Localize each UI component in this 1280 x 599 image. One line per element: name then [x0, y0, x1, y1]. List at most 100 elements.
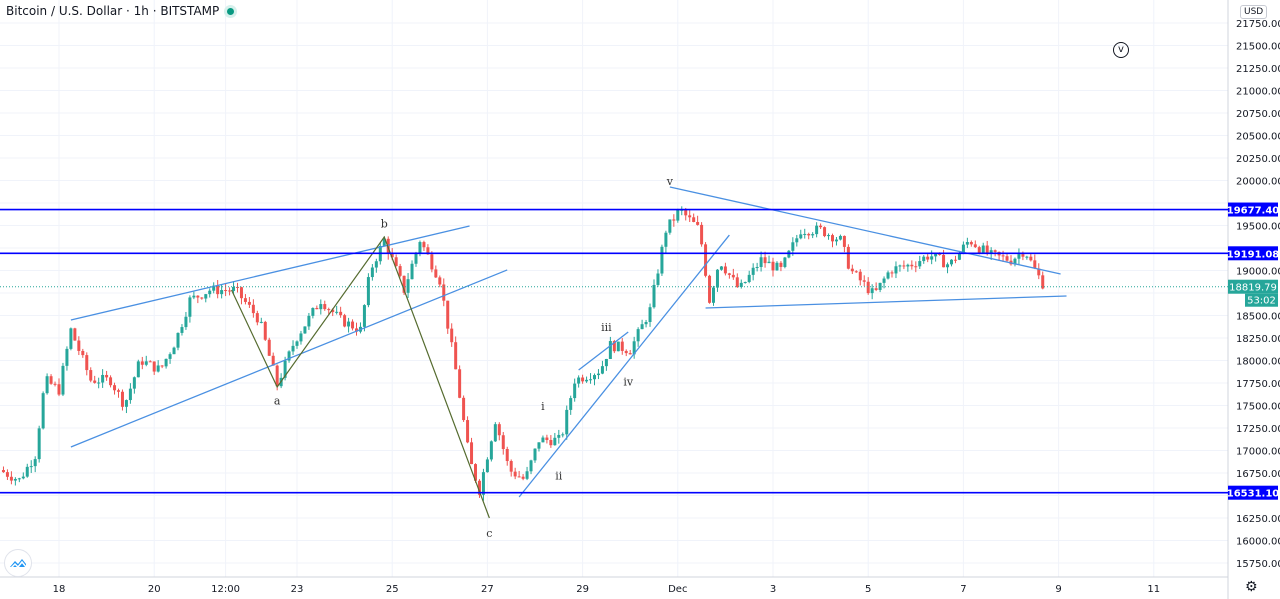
candle-body — [1021, 254, 1025, 257]
candle-body — [485, 459, 489, 473]
time-tick-label: 12:00 — [211, 584, 240, 595]
price-tick-label: 17000.00 — [1236, 447, 1280, 458]
candle-body — [950, 259, 953, 265]
candle-body — [953, 259, 957, 261]
candle-body — [402, 275, 406, 293]
candle-body — [156, 365, 160, 372]
candle-body — [965, 242, 969, 245]
candle-body — [259, 321, 263, 323]
candle-body — [660, 246, 664, 274]
trend-line[interactable] — [669, 186, 1061, 275]
candle-body — [890, 272, 894, 274]
candle-body — [73, 328, 77, 341]
candle-body — [152, 361, 156, 372]
gear-icon[interactable]: ⚙ — [1245, 579, 1258, 595]
wave-label: b — [381, 217, 388, 230]
candle-body — [65, 348, 69, 366]
candle-body — [751, 267, 755, 275]
candle-body — [33, 459, 37, 467]
tradingview-logo-icon[interactable] — [4, 549, 32, 577]
candle-body — [688, 215, 692, 218]
time-tick-label: 7 — [960, 584, 966, 595]
candle-body — [45, 376, 49, 394]
candle-body — [795, 238, 799, 243]
trend-line[interactable] — [578, 331, 629, 371]
candle-body — [755, 267, 759, 269]
candle-body — [922, 256, 926, 262]
wave-label: a — [274, 395, 281, 408]
elliott-wave-path[interactable] — [231, 235, 490, 519]
price-tick-label: 17500.00 — [1236, 402, 1280, 413]
candle-body — [604, 358, 608, 367]
candle-body — [25, 466, 29, 477]
candle-body — [29, 466, 33, 468]
candle-body — [474, 464, 477, 481]
candle-body — [775, 262, 779, 271]
candle-body — [640, 324, 644, 330]
wave-label: v — [666, 175, 674, 188]
candle-body — [549, 440, 553, 446]
candle-body — [287, 351, 291, 361]
price-tick-label: 20000.00 — [1236, 177, 1280, 188]
candle-body — [1017, 254, 1021, 259]
candle-body — [819, 225, 823, 228]
candle-body — [854, 271, 858, 273]
candle-body — [136, 361, 140, 378]
candle-body — [731, 274, 735, 278]
trend-line[interactable] — [705, 295, 1067, 309]
trend-line[interactable] — [70, 269, 508, 448]
price-tick-label: 16250.00 — [1236, 514, 1280, 525]
candle-body — [331, 309, 335, 313]
time-tick-label: 11 — [1147, 584, 1160, 595]
candle-body — [53, 383, 57, 385]
candle-body — [263, 321, 267, 340]
candle-body — [192, 295, 196, 298]
wave-toggle-button[interactable]: v — [1113, 42, 1129, 58]
candle-body — [426, 247, 430, 255]
candle-body — [93, 380, 97, 383]
candle-body — [846, 246, 850, 269]
candle-body — [9, 476, 13, 481]
candle-body — [644, 321, 648, 325]
countdown-box — [1245, 293, 1278, 307]
candle-body — [41, 393, 45, 429]
candle-body — [553, 437, 557, 446]
wave-label: c — [486, 527, 492, 540]
candle-body — [347, 321, 351, 327]
candle-body — [406, 279, 410, 293]
price-tick-label: 21500.00 — [1236, 42, 1280, 53]
candle-body — [533, 448, 537, 461]
candle-body — [1005, 256, 1009, 261]
candle-body — [894, 266, 898, 274]
trend-line[interactable] — [70, 225, 470, 321]
candle-body — [370, 267, 374, 278]
trend-line[interactable] — [518, 234, 730, 498]
candle-body — [89, 370, 93, 381]
candle-body — [505, 449, 509, 462]
candle-body — [676, 210, 680, 221]
candle-body — [664, 232, 668, 247]
candle-body — [886, 272, 890, 279]
candle-body — [196, 295, 200, 298]
candle-body — [1037, 268, 1041, 276]
candle-body — [113, 385, 117, 391]
price-label: 19191.08 — [1227, 249, 1280, 260]
candle-body — [616, 341, 620, 352]
candle-body — [454, 342, 458, 370]
candle-body — [906, 264, 910, 267]
candle-body — [743, 282, 747, 284]
currency-label[interactable]: USD — [1240, 5, 1268, 19]
wave-label: iv — [623, 376, 634, 389]
candle-body — [466, 420, 470, 443]
price-label: 19677.40 — [1227, 206, 1280, 217]
symbol-header[interactable]: Bitcoin / U.S. Dollar · 1h · BITSTAMP — [6, 4, 235, 18]
candle-body — [957, 252, 961, 260]
candle-body — [200, 297, 204, 299]
price-tick-label: 21750.00 — [1236, 19, 1280, 30]
candle-body — [628, 353, 632, 355]
candle-body — [866, 281, 870, 294]
candle-body — [589, 379, 593, 381]
candle-body — [735, 277, 739, 288]
candle-body — [323, 304, 327, 310]
